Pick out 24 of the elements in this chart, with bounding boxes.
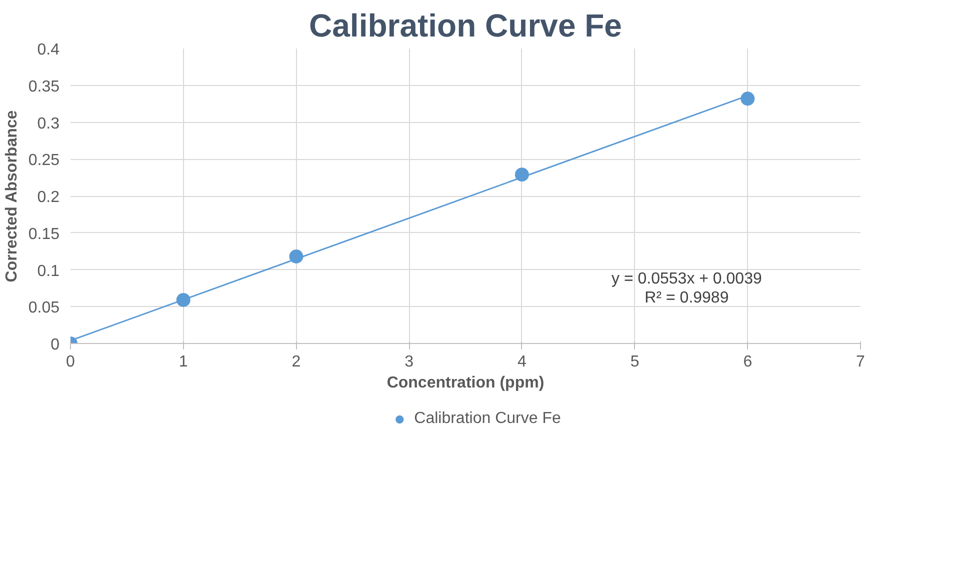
- chart-title: Calibration Curve Fe: [309, 8, 622, 44]
- y-tick-label: 0.35: [28, 78, 60, 96]
- x-tick-label: 3: [404, 354, 414, 370]
- y-tick-label: 0.25: [28, 152, 60, 170]
- y-tick-label: 0.4: [37, 42, 60, 58]
- y-tick-label: 0: [50, 336, 60, 354]
- x-tick-label: 0: [66, 354, 76, 370]
- y-tick-label: 0.3: [37, 115, 60, 132]
- x-tick-label: 2: [292, 354, 301, 370]
- legend-label: Calibration Curve Fe: [414, 410, 561, 428]
- annotation: y = 0.0553x + 0.0039: [612, 270, 762, 288]
- y-tick-label: 0.1: [37, 262, 60, 280]
- x-tick-label: 7: [856, 354, 866, 370]
- x-tick-label: 1: [178, 354, 188, 370]
- x-tick-label: 6: [743, 354, 752, 370]
- point: [740, 92, 755, 106]
- x-tick-label: 4: [517, 354, 526, 370]
- y-tick-label: 0.05: [28, 300, 60, 317]
- y-tick-label: 0.15: [28, 226, 60, 243]
- annotation: R² = 0.9989: [644, 290, 729, 307]
- y-axis-title: Corrected Absorbance: [3, 110, 20, 282]
- y-tick-label: 0.2: [37, 189, 60, 206]
- x-tick-label: 5: [630, 354, 640, 370]
- x-axis-title: Concentration (ppm): [386, 374, 544, 392]
